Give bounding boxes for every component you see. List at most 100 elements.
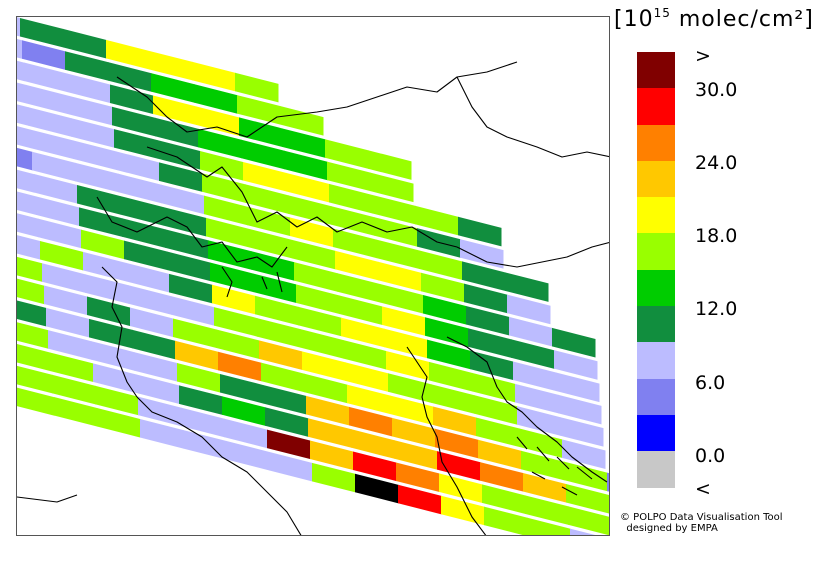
- swath-pixel: [202, 173, 246, 203]
- swath-pixel: [134, 352, 178, 382]
- swath-pixel: [214, 307, 258, 337]
- swath-pixel: [206, 217, 250, 248]
- swath-row: [17, 296, 606, 469]
- swath-pixel: [73, 140, 117, 171]
- swath-pixel: [52, 374, 96, 405]
- swath-pixel: [394, 440, 438, 470]
- swath-pixel: [507, 294, 551, 325]
- swath-pixel: [112, 106, 156, 137]
- legend-swatch: [637, 378, 675, 415]
- legend-swatch: [637, 52, 675, 89]
- swath-pixel: [128, 285, 172, 315]
- swath-row: [17, 319, 609, 503]
- alpine-lakes: [221, 266, 283, 298]
- swath-pixel: [513, 361, 557, 392]
- swath-pixel: [106, 39, 150, 70]
- swath-row: [17, 29, 324, 136]
- northeast-border: [456, 76, 609, 158]
- legend-swatch: [637, 197, 675, 234]
- swath-pixel: [353, 451, 397, 482]
- legend-swatch: [637, 88, 675, 125]
- swath-pixel: [69, 95, 113, 126]
- swath-pixel: [329, 183, 373, 214]
- swath-pixel: [380, 284, 424, 314]
- swath-pixel: [386, 350, 430, 381]
- swath-pixel: [247, 206, 291, 237]
- swath-pixel: [343, 339, 387, 370]
- swath-pixel: [249, 228, 293, 259]
- swath-pixel: [192, 61, 236, 92]
- swath-pixel: [396, 462, 440, 493]
- swath-pixel: [136, 374, 180, 404]
- swath-pixel: [398, 484, 442, 515]
- swath-pixel: [30, 129, 74, 160]
- swath-pixel: [198, 128, 242, 159]
- swath-pixel: [511, 339, 555, 369]
- swath-pixel: [300, 329, 344, 359]
- swath-pixel: [169, 273, 213, 304]
- swath-row: [17, 341, 609, 514]
- swath-pixel: [294, 262, 338, 292]
- legend-swatch: [637, 124, 675, 161]
- swath-pixel: [218, 351, 262, 382]
- legend-tick-label: 12.0: [695, 298, 738, 320]
- swath-pixel: [263, 384, 307, 415]
- swath-pixel: [151, 73, 195, 103]
- swath-pixel: [288, 195, 332, 225]
- swath-pixel: [204, 195, 248, 226]
- swath-pixel: [71, 118, 115, 148]
- swath-pixel: [220, 374, 264, 404]
- swath-pixel: [306, 395, 350, 426]
- map-panel: [16, 16, 610, 536]
- swath-pixel: [237, 95, 281, 125]
- swath-pixel: [183, 429, 227, 460]
- swath-pixel: [564, 461, 608, 492]
- swath-pixel: [124, 240, 168, 271]
- swath-pixel: [437, 451, 481, 481]
- swath-pixel: [126, 262, 170, 293]
- swath-pixel: [308, 418, 352, 448]
- france-italy-border: [101, 266, 138, 398]
- adriatic-coast: [406, 346, 487, 535]
- swath-pixel: [26, 84, 70, 115]
- swath-row: [17, 51, 412, 180]
- swath-pixel: [566, 483, 609, 514]
- swath-pixel: [331, 206, 375, 236]
- swath-pixel: [38, 218, 82, 249]
- swath-pixel: [333, 228, 377, 259]
- swath-pixel: [239, 117, 283, 147]
- croatian-islands: [516, 436, 593, 496]
- swath-pixel: [349, 406, 393, 437]
- swath-pixel: [173, 318, 217, 349]
- swath-pixel: [235, 72, 279, 103]
- swath-pixel: [40, 240, 84, 271]
- swath-pixel: [269, 451, 313, 482]
- swath-pixel: [194, 84, 238, 114]
- swath-pixel: [423, 295, 467, 325]
- italy-west-coast: [136, 396, 302, 535]
- swath-pixel: [382, 306, 426, 336]
- swath-pixel: [435, 428, 479, 459]
- swath-pixel: [153, 95, 197, 126]
- swath-pixel: [441, 495, 485, 526]
- swath-pixel: [241, 139, 285, 170]
- legend-swatch: [637, 269, 675, 307]
- swath-pixel: [482, 484, 526, 514]
- swath-pixel: [20, 17, 64, 48]
- swath-pixel: [34, 174, 78, 204]
- swath-row: [17, 96, 502, 247]
- map-canvas: [17, 17, 609, 535]
- legend-swatch: [637, 306, 675, 343]
- swath-row: [17, 17, 279, 103]
- swath-pixel: [355, 473, 399, 504]
- swath-pixel: [568, 506, 609, 535]
- swath-pixel: [468, 328, 512, 358]
- swath-pixel: [212, 284, 256, 315]
- swath-pixel: [216, 329, 260, 359]
- swath-pixel: [378, 261, 422, 292]
- swath-pixel: [48, 330, 92, 360]
- swath-pixel: [54, 397, 98, 427]
- legend-tick-label: 0.0: [695, 445, 726, 467]
- swath-pixel: [341, 317, 385, 348]
- swath-pixel: [161, 184, 205, 215]
